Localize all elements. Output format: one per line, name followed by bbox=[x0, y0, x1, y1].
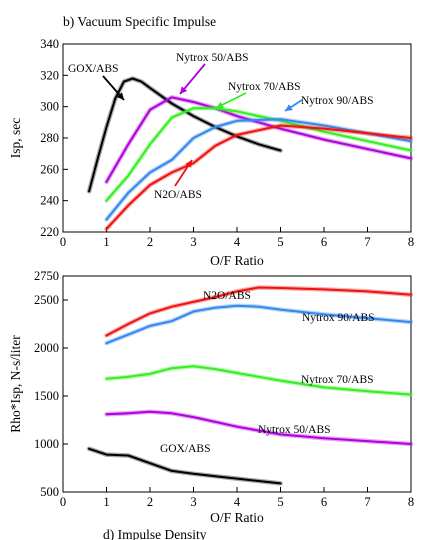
chart-b-x-axis-label: O/F Ratio bbox=[210, 253, 264, 268]
chart-b-x-ticks: 0 1 2 3 4 5 6 7 8 bbox=[60, 227, 414, 249]
x-tick-label: 8 bbox=[408, 235, 414, 249]
x-tick-label: 6 bbox=[321, 495, 327, 509]
x-tick-label: 6 bbox=[321, 235, 327, 249]
chart-d-y-axis-label: Rho*Isp, N-s/liter bbox=[8, 335, 23, 433]
chart-b-title: b) Vacuum Specific Impulse bbox=[63, 14, 216, 29]
x-tick-label: 3 bbox=[190, 495, 196, 509]
annotation-arrowhead-n2o-abs bbox=[185, 160, 192, 168]
x-tick-label: 4 bbox=[234, 495, 241, 509]
chart-d-title: d) Impulse Density bbox=[103, 527, 207, 540]
chart-vacuum-specific-impulse: b) Vacuum Specific Impulse 0 1 2 3 4 5 6 7 8 220… bbox=[8, 14, 414, 268]
series-line-nytrox-70-abs bbox=[105, 107, 412, 202]
x-tick-label: 2 bbox=[147, 495, 153, 509]
x-tick-label: 0 bbox=[60, 235, 66, 249]
y-tick-label: 2500 bbox=[34, 293, 59, 307]
y-tick-label: 300 bbox=[40, 100, 59, 114]
series-line-n2o-abs bbox=[105, 124, 412, 230]
annotation-label-gox-abs: GOX/ABS bbox=[160, 443, 210, 455]
y-tick-label: 2750 bbox=[34, 269, 59, 283]
series-line-nytrox-50-abs bbox=[105, 410, 412, 445]
series-line-n2o-abs bbox=[105, 286, 412, 337]
annotation-arrowhead-nytrox-50-abs bbox=[180, 86, 188, 94]
chart-d-annotations: N2O/ABS Nytrox 90/ABS Nytrox 70/ABS Nytrox … bbox=[160, 290, 375, 455]
x-tick-label: 8 bbox=[408, 495, 414, 509]
y-tick-label: 1500 bbox=[34, 389, 59, 403]
chart-b-y-ticks: 220 240 260 280 300 320 340 bbox=[40, 37, 68, 239]
annotation-arrowhead-gox-abs bbox=[116, 92, 124, 100]
series-line-nytrox-90-abs bbox=[105, 304, 412, 345]
y-tick-label: 320 bbox=[40, 68, 59, 82]
x-tick-label: 7 bbox=[364, 495, 370, 509]
annotation-arrowhead-nytrox-70-abs bbox=[216, 101, 224, 108]
y-tick-label: 2000 bbox=[34, 341, 59, 355]
y-tick-label: 280 bbox=[40, 131, 59, 145]
annotation-label-nytrox-70-abs: Nytrox 70/ABS bbox=[228, 81, 301, 93]
chart-b-series bbox=[86, 76, 414, 232]
x-tick-label: 1 bbox=[103, 495, 109, 509]
chart-b-annotations: GOX/ABS Nytrox 50/ABS Nytrox 70/ABSNytrox … bbox=[68, 52, 374, 201]
chart-d-x-axis-label: O/F Ratio bbox=[210, 510, 264, 525]
x-tick-label: 2 bbox=[147, 235, 153, 249]
y-tick-label: 240 bbox=[40, 194, 59, 208]
chart-d-x-ticks: 0 1 2 3 4 5 6 7 8 bbox=[60, 487, 414, 509]
chart-impulse-density: 0 1 2 3 4 5 6 7 8 500 1000 1500 2000 2500 2750 N2O/AB… bbox=[8, 269, 414, 540]
annotation-label-nytrox-70-abs: Nytrox 70/ABS bbox=[301, 374, 374, 386]
y-tick-label: 1000 bbox=[34, 437, 59, 451]
x-tick-label: 1 bbox=[103, 235, 109, 249]
y-tick-label: 260 bbox=[40, 162, 59, 176]
annotation-label-nytrox-50-abs: Nytrox 50/ABS bbox=[258, 424, 331, 436]
x-tick-label: 7 bbox=[364, 235, 370, 249]
x-tick-label: 3 bbox=[190, 235, 196, 249]
x-tick-label: 5 bbox=[277, 235, 283, 249]
x-tick-label: 0 bbox=[60, 495, 66, 509]
chart-d-y-ticks: 500 1000 1500 2000 2500 2750 bbox=[34, 269, 68, 499]
y-tick-label: 220 bbox=[40, 225, 59, 239]
series-line-gox-abs bbox=[88, 77, 282, 193]
x-tick-label: 4 bbox=[234, 235, 241, 249]
annotation-arrowhead-nytrox-90-abs bbox=[285, 104, 293, 111]
chart-d-series bbox=[86, 285, 414, 486]
annotation-label-gox-abs: GOX/ABS bbox=[68, 63, 118, 75]
series-line-nytrox-70-abs bbox=[105, 365, 412, 396]
annotation-label-n2o-abs: N2O/ABS bbox=[203, 290, 251, 302]
annotation-label-nytrox-90-abs: Nytrox 90/ABS bbox=[301, 95, 374, 107]
annotation-label-nytrox-90-abs: Nytrox 90/ABS bbox=[302, 312, 375, 324]
x-tick-label: 5 bbox=[277, 495, 283, 509]
series-line-nytrox-90-abs bbox=[105, 118, 412, 221]
y-tick-label: 340 bbox=[40, 37, 59, 51]
chart-b-y-axis-label: Isp, sec bbox=[8, 118, 23, 159]
y-tick-label: 500 bbox=[40, 485, 59, 499]
annotation-label-n2o-abs: N2O/ABS bbox=[154, 189, 202, 201]
annotation-label-nytrox-50-abs: Nytrox 50/ABS bbox=[176, 52, 249, 64]
series-line-gox-abs bbox=[88, 447, 282, 485]
